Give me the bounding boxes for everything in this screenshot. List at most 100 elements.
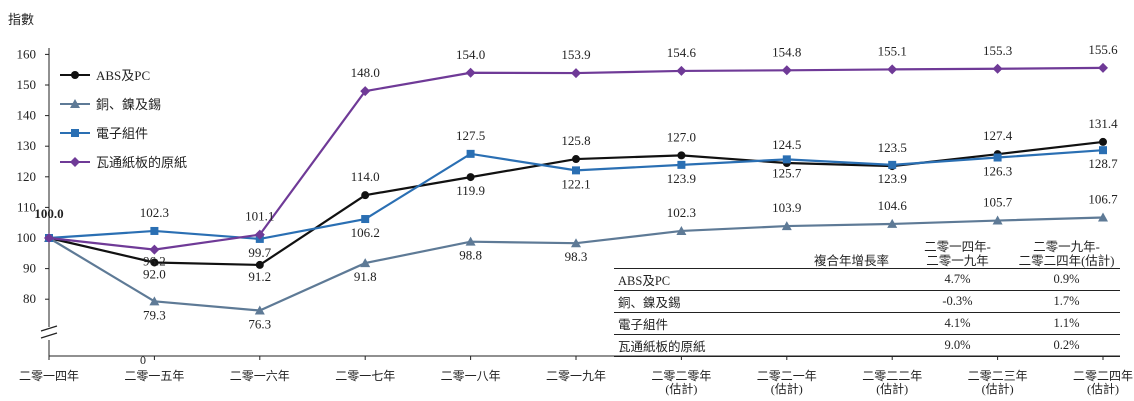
data-label: 122.1 (561, 176, 590, 191)
cagr-title: 複合年增長率 (801, 240, 902, 269)
cagr-row-value: -0.3% (901, 290, 1013, 313)
data-point (677, 151, 686, 160)
data-point (361, 215, 370, 224)
data-point (1099, 137, 1107, 146)
data-point (254, 305, 265, 315)
data-label: 76.3 (248, 317, 271, 332)
data-point (677, 160, 686, 169)
data-label: 127.0 (667, 129, 696, 144)
data-label: 104.6 (878, 198, 908, 213)
data-label: 106.2 (351, 225, 380, 240)
data-point (360, 258, 371, 268)
legend-marker-circle-icon (60, 70, 90, 79)
data-point (992, 63, 1003, 74)
x-tick-label: 二零一八年 (441, 369, 501, 383)
data-point (1099, 146, 1107, 155)
cagr-row-value: 0.2% (1012, 334, 1120, 357)
data-point (465, 67, 476, 78)
data-label: 79.3 (143, 307, 166, 322)
cagr-row-value: 1.1% (1012, 312, 1120, 335)
y-axis-unit-label: 指數 (8, 12, 35, 27)
x-tick-label: 二零二三年(估計) (968, 369, 1028, 396)
legend-label: 銅、鎳及錫 (96, 97, 162, 112)
legend-marker-diamond-icon (60, 156, 90, 167)
data-point (887, 64, 898, 75)
cagr-row-name: 電子組件 (614, 312, 902, 335)
legend-label: 電子組件 (96, 126, 149, 141)
cagr-row-name: 銅、鎳及錫 (614, 290, 902, 313)
data-label: 125.7 (772, 165, 802, 180)
legend-marker-triangle-icon (60, 98, 90, 108)
legend-label: ABS及PC (96, 68, 151, 83)
y-tick-label: 120 (17, 169, 37, 184)
data-label: 128.7 (1088, 156, 1118, 171)
cagr-col2-header: 二零一九年- 二零二四年(估計) (1012, 240, 1120, 269)
data-point (571, 68, 581, 79)
data-label: 102.3 (140, 205, 169, 220)
data-point (465, 236, 476, 246)
x-tick-label: 二零一七年 (335, 369, 395, 383)
data-label: 155.1 (878, 43, 907, 58)
data-label: 123.9 (878, 171, 907, 186)
x-tick-label: 二零一九年 (546, 369, 606, 383)
legend-label: 瓦通紙板的原紙 (96, 155, 188, 170)
data-point (887, 218, 898, 228)
cagr-row-value: 9.0% (901, 334, 1013, 357)
data-label: 119.9 (456, 183, 485, 198)
table-row: 電子組件 4.1% 1.1% (614, 312, 1120, 335)
data-point (466, 173, 475, 182)
data-point (361, 191, 370, 200)
legend-marker-square-icon (60, 128, 90, 137)
cagr-header-row: 複合年增長率 二零一四年- 二零一九年 二零一九年- 二零二四年(估計) (614, 240, 1120, 269)
data-point (572, 166, 580, 175)
cagr-row-value: 0.9% (1012, 268, 1120, 291)
data-label: 123.9 (667, 171, 696, 186)
data-point (1098, 62, 1108, 73)
legend-item-metals: 銅、鎳及錫 (60, 89, 187, 118)
data-point (572, 155, 580, 164)
data-label: 123.5 (878, 140, 907, 155)
x-tick-label: 二零二二年(估計) (862, 369, 922, 396)
x-tick-label: 二零二零年(估計) (651, 369, 711, 396)
data-label: 154.0 (456, 47, 485, 62)
y-tick-label: 90 (23, 261, 36, 276)
cagr-row-value: 4.7% (901, 268, 1013, 291)
data-point (993, 153, 1002, 162)
data-label: 96.2 (143, 254, 166, 269)
data-label: 103.9 (772, 200, 801, 215)
y-tick-label: 150 (17, 77, 37, 92)
data-label: 153.9 (561, 47, 590, 62)
data-label: 148.0 (351, 65, 380, 80)
data-label: 131.4 (1088, 116, 1118, 131)
y-tick-label: 160 (17, 46, 37, 61)
data-label: 155.3 (983, 43, 1012, 58)
data-point (360, 86, 371, 97)
legend-item-electronics: 電子組件 (60, 118, 187, 147)
cagr-row-name: ABS及PC (614, 268, 902, 291)
cagr-row-value: 4.1% (901, 312, 1013, 335)
legend: ABS及PC 銅、鎳及錫 電子組件 瓦通紙板的原紙 (60, 60, 187, 176)
y-tick-label: 140 (17, 108, 37, 123)
data-point (150, 226, 159, 235)
data-label: 99.7 (248, 245, 271, 260)
data-point (571, 238, 581, 248)
x-tick-label: 二零一六年 (230, 369, 290, 383)
series-line (48, 149, 1104, 241)
data-label: 106.7 (1088, 191, 1118, 206)
x-tick-label: 二零二四年(估計) (1073, 369, 1133, 396)
data-point (781, 221, 792, 231)
table-row: 瓦通紙板的原紙 9.0% 0.2% (614, 334, 1120, 357)
data-label: 154.6 (667, 45, 697, 60)
data-point (150, 258, 159, 267)
cagr-col1-header: 二零一四年- 二零一九年 (901, 240, 1013, 269)
table-row: ABS及PC 4.7% 0.9% (614, 268, 1120, 291)
data-label: 92.0 (143, 266, 166, 281)
data-point (782, 155, 791, 164)
data-label: 101.1 (245, 209, 274, 224)
data-label: 105.7 (983, 195, 1013, 210)
data-label: 125.8 (561, 133, 590, 148)
data-point (254, 229, 265, 240)
y-tick-label: 110 (17, 199, 36, 214)
y-tick-label: 130 (17, 138, 37, 153)
x-tick-label: 二零一五年 (124, 369, 184, 383)
